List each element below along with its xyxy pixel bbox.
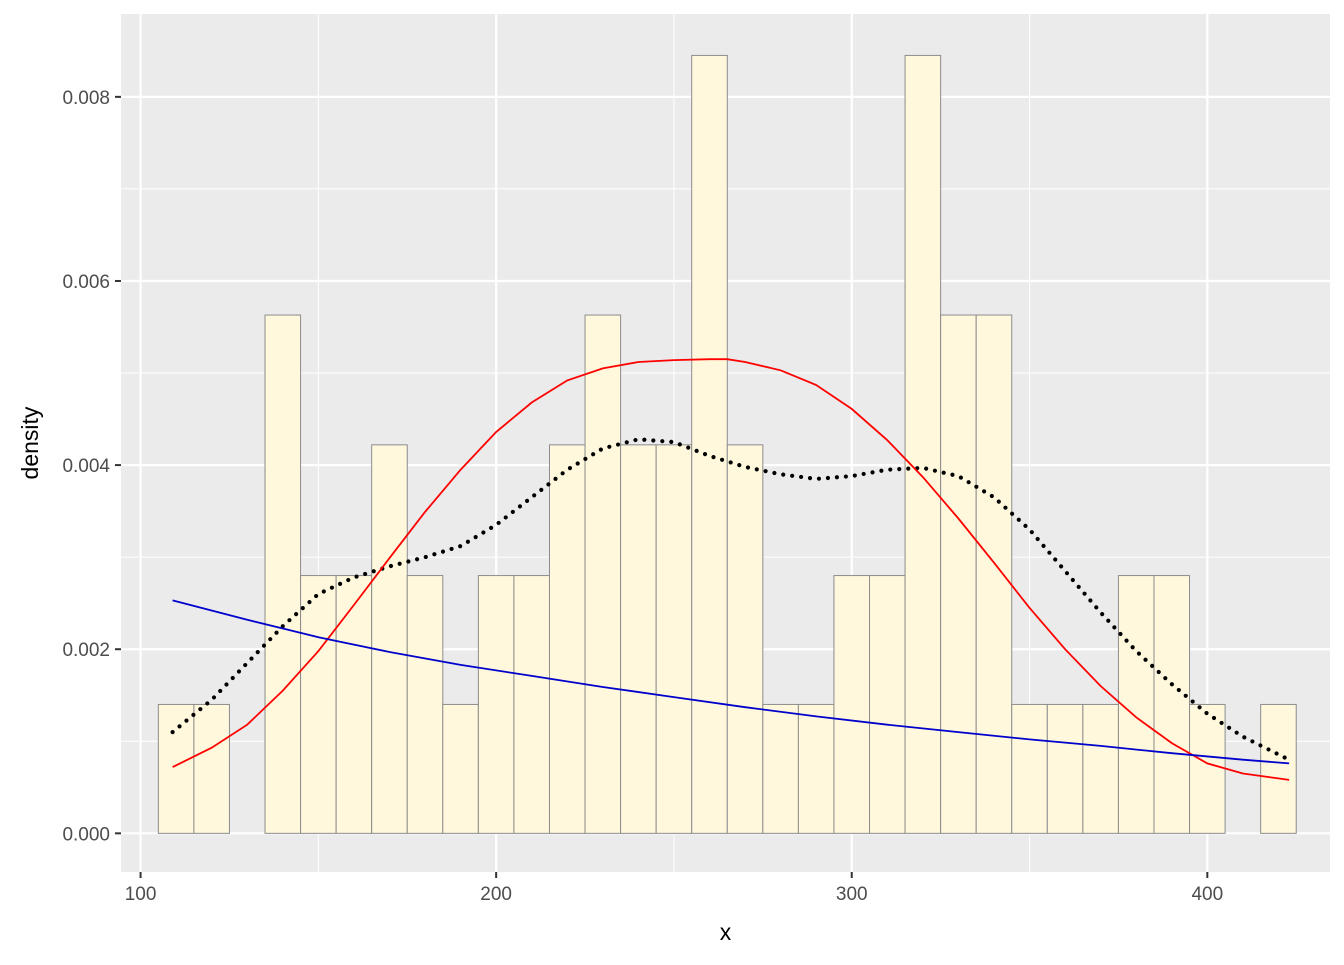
histogram-bar (691, 54, 728, 834)
y-tick-label: 0.004 (62, 456, 110, 477)
histogram-bar (833, 575, 871, 834)
histogram-bar (264, 314, 302, 834)
axes: 100 200 300 400 0.000 0.002 0.004 0.006 0.008 (62, 88, 1223, 905)
y-tick-label: 0.002 (62, 640, 110, 661)
y-tick-label: 0.008 (62, 88, 110, 109)
histogram-bar (975, 314, 1013, 834)
histogram-bar (940, 314, 977, 834)
histogram-bar (620, 444, 657, 834)
density-curve-2 (172, 358, 1290, 781)
histogram-bar (1189, 703, 1226, 834)
histogram-bar (1046, 703, 1084, 834)
x-axis-title: x (720, 919, 732, 945)
x-tick-label: 300 (836, 884, 868, 905)
histogram-bar (513, 575, 550, 834)
histogram-bar (300, 575, 337, 834)
histogram-bar (1011, 703, 1048, 834)
y-axis-title: density (17, 406, 43, 479)
histogram-bar (584, 314, 622, 834)
histogram-bar (193, 703, 230, 834)
histogram-bar (1260, 703, 1297, 834)
histogram-bar (797, 703, 835, 834)
histogram-bar (869, 575, 906, 834)
histogram-bar (335, 575, 373, 834)
y-tick-label: 0.000 (62, 824, 110, 845)
x-tick-label: 200 (480, 884, 512, 905)
histogram-bar (1153, 575, 1191, 834)
density-curve-3 (172, 599, 1290, 765)
histogram-bar (477, 575, 515, 834)
histogram-bar (157, 703, 195, 834)
histogram-bar (762, 703, 799, 834)
histogram-bar (371, 444, 408, 834)
histogram-bars (157, 54, 1297, 834)
y-tick-label: 0.006 (62, 272, 110, 293)
histogram-bar (726, 444, 764, 834)
histogram-bar (548, 444, 586, 834)
histogram-bar (1082, 703, 1119, 834)
histogram-bar (1117, 575, 1155, 834)
histogram-bar (655, 444, 693, 834)
density-curves (170, 358, 1292, 781)
x-tick-label: 100 (125, 884, 157, 905)
histogram-bar (442, 703, 479, 834)
histogram-bar (406, 575, 444, 834)
x-tick-label: 400 (1191, 884, 1223, 905)
histogram-bar (904, 54, 942, 834)
